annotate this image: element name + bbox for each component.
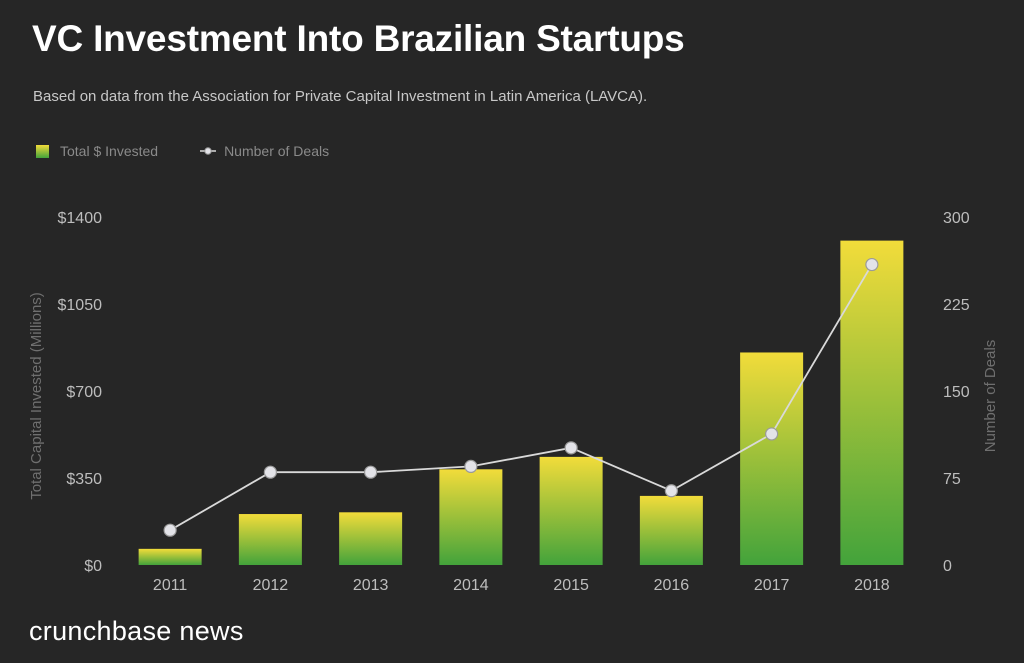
line-series [163,257,879,537]
y-tick-label: $1400 [58,210,103,227]
bar-2015 [539,456,603,565]
x-tick-label: 2014 [453,577,489,594]
bar-2013 [339,512,403,565]
bar-2011 [138,548,202,565]
y2-tick-label: 150 [943,384,970,401]
chart-legend: Total $ Invested Number of Deals [36,143,371,159]
right-axis: 0 75 150 225 300 [943,210,970,575]
y2-tick-label: 0 [943,558,952,575]
y2-tick-label: 225 [943,297,970,314]
x-tick-label: 2013 [353,577,389,594]
x-tick-label: 2015 [553,577,589,594]
y-tick-label: $700 [66,384,102,401]
y2-tick-label: 300 [943,210,970,227]
legend-line-swatch [200,147,217,155]
deal-point-2018 [865,257,879,272]
deals-line [169,264,873,531]
deal-point-2014 [464,459,478,473]
deal-point-2012 [263,465,277,479]
y-tick-label: $0 [84,558,102,575]
y-tick-label: $1050 [58,297,103,314]
legend-item-deals: Number of Deals [200,143,329,159]
chart-title: VC Investment Into Brazilian Startups [32,18,685,59]
x-tick-label: 2018 [854,577,890,594]
bar-2014 [439,469,503,565]
bar-2012 [238,514,302,565]
x-tick-label: 2017 [754,577,790,594]
brand-name: crunchbase [29,616,172,646]
left-axis: $0 $350 $700 $1050 $1400 [58,210,103,575]
y-axis-title: Total Capital Invested (Millions) [28,292,45,500]
bar-2018 [840,240,904,565]
y2-axis-title: Number of Deals [982,340,999,453]
y2-tick-label: 75 [943,471,961,488]
deal-point-2016 [664,484,678,498]
x-tick-label: 2012 [253,577,289,594]
bar-2017 [740,352,804,565]
deal-point-2011 [163,523,177,537]
legend-label-deals: Number of Deals [224,143,330,159]
legend-bar-swatch [36,144,49,158]
x-axis: 2011 2012 2013 2014 2015 2016 2017 2018 [153,577,890,594]
brand-suffix: news [171,616,244,646]
legend-item-invested: Total $ Invested [36,143,158,159]
x-tick-label: 2011 [153,577,188,594]
bar-series [138,240,904,565]
deal-point-2013 [364,465,378,479]
legend-label-invested: Total $ Invested [60,143,159,159]
brand-logo: crunchbase news [29,616,244,647]
x-tick-label: 2016 [654,577,690,594]
y-tick-label: $350 [66,471,102,488]
deal-point-2017 [765,427,779,441]
chart-subtitle: Based on data from the Association for P… [33,88,648,105]
bar-2016 [639,495,703,565]
deal-point-2015 [564,441,578,455]
